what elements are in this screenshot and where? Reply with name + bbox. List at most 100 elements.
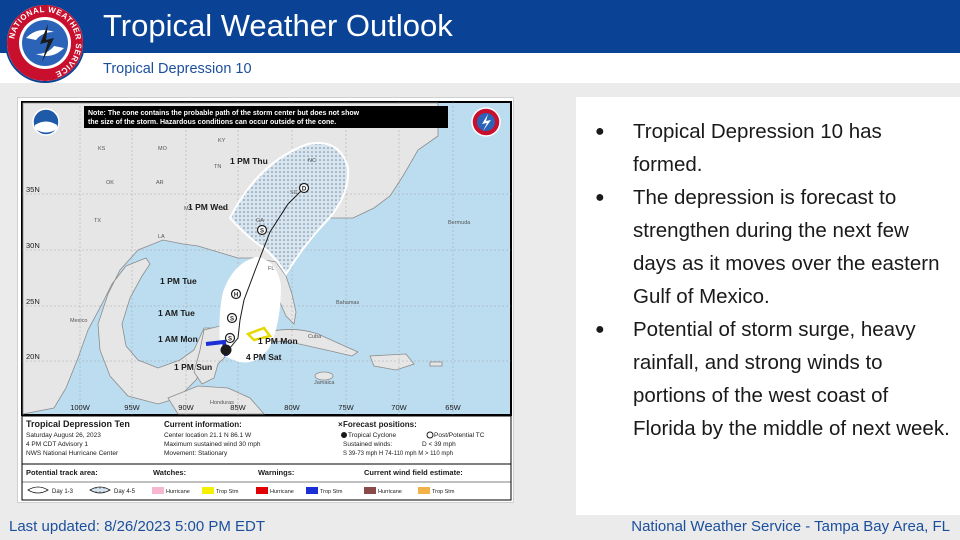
region-label-jamaica: Jamaica (314, 380, 335, 386)
forecast-points (220, 182, 310, 356)
bullet-item: ● The depression is forecast to strength… (576, 181, 960, 313)
label-1am-mon: 1 AM Mon (158, 334, 198, 344)
point-code-mon-am: S (228, 337, 232, 343)
bullet-dot-icon: ● (595, 189, 605, 206)
day-4-5-cone-icon (89, 486, 111, 494)
day-4-5-label: Day 4-5 (114, 489, 136, 495)
issuing-center: NWS National Hurricane Center (26, 450, 119, 457)
point-code-wed: S (260, 229, 264, 235)
day-1-3-cone-icon (27, 486, 49, 494)
page-subtitle: Tropical Depression 10 (103, 61, 252, 77)
state-label-mo: MO (158, 146, 168, 152)
state-label-ok: OK (106, 180, 114, 186)
hurricane-wind-swatch (364, 487, 376, 494)
lon-label-100w: 100W (70, 403, 91, 412)
movement: Movement: Stationary (164, 450, 228, 457)
hurricane-watch-swatch (152, 487, 164, 494)
bullet-list: ● Tropical Depression 10 has formed. ● T… (576, 115, 960, 445)
storm-name: Tropical Depression Ten (26, 419, 130, 429)
central-america (167, 385, 265, 415)
label-1pm-sun: 1 PM Sun (174, 362, 212, 372)
office-name-text: National Weather Service - Tampa Bay Are… (631, 518, 950, 535)
hurricane-wind-label: Hurricane (378, 489, 402, 495)
current-info-title: Current information: (164, 420, 242, 429)
advisory-number: 4 PM CDT Advisory 1 (26, 441, 88, 448)
x-marker-icon: × (338, 420, 343, 429)
label-1pm-wed: 1 PM Wed (188, 202, 228, 212)
tropical-cyclone-icon (341, 432, 347, 438)
ts-warning-label: Trop Stm (320, 489, 343, 495)
bullet-item: ● Potential of storm surge, heavy rainfa… (576, 313, 960, 445)
forecast-positions-title: Forecast positions: (343, 420, 417, 429)
state-label-tn: TN (214, 164, 221, 170)
bullet-dot-icon: ● (595, 321, 605, 338)
region-label-bahamas: Bahamas (336, 300, 359, 306)
nws-logo-icon: NATIONAL WEATHER SERVICE (5, 3, 85, 83)
bullet-text: Potential of storm surge, heavy rainfall… (633, 318, 950, 440)
subtitle-bar: Tropical Depression 10 (0, 53, 960, 83)
bullet-panel: ● Tropical Depression 10 has formed. ● T… (576, 97, 960, 515)
state-label-nc: NC (308, 158, 316, 164)
last-updated-text: Last updated: 8/26/2023 5:00 PM EDT (9, 518, 266, 535)
note-box (84, 106, 448, 128)
lon-label-90w: 90W (178, 403, 194, 412)
hurricane-warning-swatch (256, 487, 268, 494)
region-label-mexico: Mexico (70, 318, 87, 324)
center-location: Center location 21.1 N 86.1 W (164, 432, 252, 439)
forecast-track-line (229, 187, 305, 349)
point-code-tue-pm: H (234, 293, 238, 299)
state-label-sc: SC (290, 190, 298, 196)
lon-label-70w: 70W (391, 403, 407, 412)
lat-label-25n: 25N (26, 297, 40, 306)
state-label-la: LA (158, 234, 165, 240)
cone-map-graphic: D S H S S 1 PM Thu 1 PM Wed 1 PM Tue 1 A… (21, 101, 512, 501)
lon-label-80w: 80W (284, 403, 300, 412)
watches-title: Watches: (153, 468, 186, 477)
puerto-rico-island (429, 361, 443, 367)
noaa-logo-icon (32, 108, 60, 136)
hispaniola-island (369, 353, 415, 371)
bullet-text: Tropical Depression 10 has formed. (633, 120, 882, 176)
state-label-ks: KS (98, 146, 106, 152)
footer-bar: Last updated: 8/26/2023 5:00 PM EDT Nati… (0, 515, 960, 540)
post-tc-icon (426, 431, 434, 439)
ts-wind-label: Trop Stm (432, 489, 455, 495)
wind-field-title: Current wind field estimate: (364, 468, 463, 477)
hurricane-watch-label: Hurricane (166, 489, 190, 495)
state-label-fl: FL (268, 266, 274, 272)
info-panel (21, 415, 512, 501)
tropical-cyclone-legend: Tropical Cyclone (348, 432, 397, 439)
ts-warning-swatch (306, 487, 318, 494)
cone-day-1-3 (219, 256, 282, 363)
note-line-1: Note: The cone contains the probable pat… (88, 110, 360, 117)
lon-label-65w: 65W (445, 403, 461, 412)
hurricane-warning-label: Hurricane (270, 489, 294, 495)
label-1pm-thu: 1 PM Thu (230, 156, 268, 166)
tropical-storm-watch-mark (245, 326, 273, 342)
state-label-tx: TX (94, 218, 101, 224)
lon-label-95w: 95W (124, 403, 140, 412)
forecast-cone-map: D S H S S 1 PM Thu 1 PM Wed 1 PM Tue 1 A… (17, 97, 514, 503)
header-bar: Tropical Weather Outlook (0, 0, 960, 53)
cuba-island (253, 329, 359, 357)
lon-label-85w: 85W (230, 403, 246, 412)
ts-wind-swatch (418, 487, 430, 494)
point-code-tue-am: S (230, 317, 234, 323)
shm-definition: S 39-73 mph H 74-110 mph M > 110 mph (343, 451, 453, 457)
sustained-winds-label: Sustained winds: (343, 441, 392, 448)
ts-watch-swatch (202, 487, 214, 494)
state-label-ar: AR (156, 180, 164, 186)
lat-label-30n: 30N (26, 241, 40, 250)
day-1-3-label: Day 1-3 (52, 489, 74, 495)
state-label-al: AL (222, 206, 229, 212)
lon-label-75w: 75W (338, 403, 354, 412)
page-title: Tropical Weather Outlook (103, 8, 453, 43)
state-label-ga: GA (256, 218, 264, 224)
region-label-honduras: Honduras (210, 400, 234, 406)
state-label-ms: MS (184, 206, 193, 212)
label-1pm-tue: 1 PM Tue (160, 276, 197, 286)
lat-label-20n: 20N (26, 352, 40, 361)
bullet-dot-icon: ● (595, 123, 605, 140)
warnings-title: Warnings: (258, 468, 294, 477)
label-1pm-mon: 1 PM Mon (258, 336, 298, 346)
